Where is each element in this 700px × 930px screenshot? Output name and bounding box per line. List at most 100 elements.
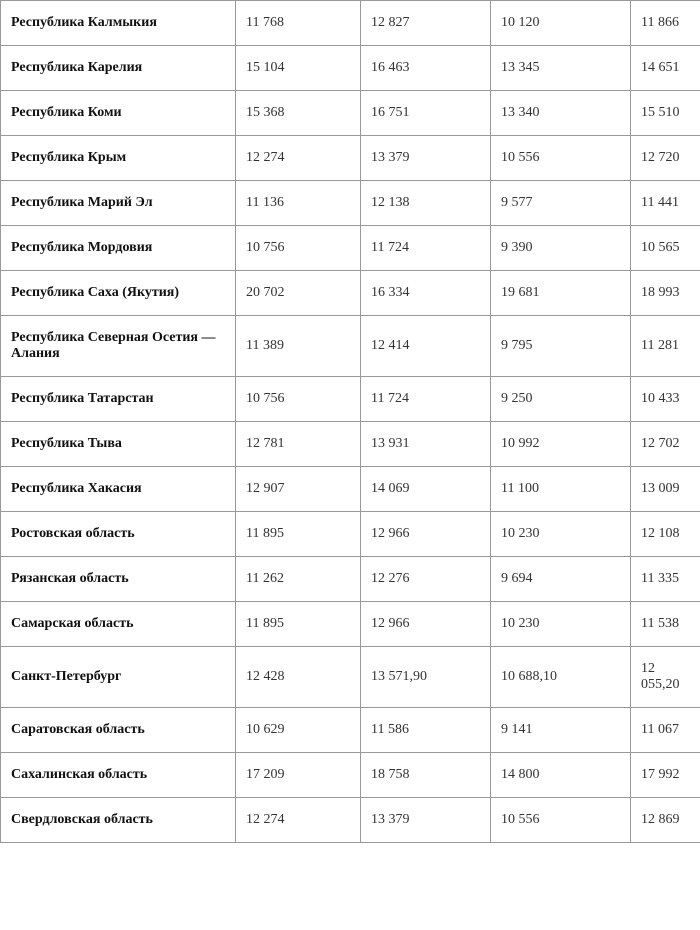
region-cell: Республика Мордовия (1, 226, 236, 271)
region-cell: Республика Марий Эл (1, 181, 236, 226)
value-cell-2: 11 586 (361, 708, 491, 753)
value-cell-3: 10 120 (491, 1, 631, 46)
value-cell-1: 17 209 (236, 753, 361, 798)
value-cell-2: 13 571,90 (361, 647, 491, 708)
region-cell: Самарская область (1, 602, 236, 647)
value-cell-4: 12 055,20 (631, 647, 700, 708)
region-cell: Республика Саха (Якутия) (1, 271, 236, 316)
table-row: Республика Саха (Якутия)20 70216 33419 6… (1, 271, 700, 316)
region-cell: Республика Коми (1, 91, 236, 136)
table-row: Санкт-Петербург12 42813 571,9010 688,101… (1, 647, 700, 708)
value-cell-1: 12 274 (236, 798, 361, 843)
value-cell-4: 12 869 (631, 798, 700, 843)
value-cell-4: 12 702 (631, 422, 700, 467)
table-row: Ростовская область11 89512 96610 23012 1… (1, 512, 700, 557)
value-cell-1: 10 756 (236, 377, 361, 422)
value-cell-3: 9 694 (491, 557, 631, 602)
table-row: Республика Тыва12 78113 93110 99212 702 (1, 422, 700, 467)
table-row: Сахалинская область17 20918 75814 80017 … (1, 753, 700, 798)
table-row: Республика Коми15 36816 75113 34015 510 (1, 91, 700, 136)
value-cell-1: 15 368 (236, 91, 361, 136)
region-cell: Саратовская область (1, 708, 236, 753)
value-cell-3: 9 795 (491, 316, 631, 377)
value-cell-1: 11 136 (236, 181, 361, 226)
value-cell-3: 19 681 (491, 271, 631, 316)
value-cell-1: 12 781 (236, 422, 361, 467)
value-cell-3: 9 250 (491, 377, 631, 422)
value-cell-4: 17 992 (631, 753, 700, 798)
value-cell-1: 20 702 (236, 271, 361, 316)
value-cell-4: 10 565 (631, 226, 700, 271)
value-cell-4: 11 538 (631, 602, 700, 647)
value-cell-2: 12 414 (361, 316, 491, 377)
value-cell-4: 11 441 (631, 181, 700, 226)
table-row: Республика Мордовия10 75611 7249 39010 5… (1, 226, 700, 271)
region-cell: Республика Хакасия (1, 467, 236, 512)
region-cell: Республика Северная Осетия — Алания (1, 316, 236, 377)
table-row: Республика Калмыкия11 76812 82710 12011 … (1, 1, 700, 46)
region-cell: Санкт-Петербург (1, 647, 236, 708)
value-cell-1: 10 756 (236, 226, 361, 271)
value-cell-4: 11 067 (631, 708, 700, 753)
table-container: Республика Калмыкия11 76812 82710 12011 … (0, 0, 700, 843)
value-cell-2: 11 724 (361, 377, 491, 422)
value-cell-4: 11 866 (631, 1, 700, 46)
region-cell: Ростовская область (1, 512, 236, 557)
value-cell-4: 11 335 (631, 557, 700, 602)
value-cell-3: 9 577 (491, 181, 631, 226)
value-cell-3: 11 100 (491, 467, 631, 512)
table-row: Республика Хакасия12 90714 06911 10013 0… (1, 467, 700, 512)
value-cell-3: 10 556 (491, 798, 631, 843)
value-cell-2: 16 463 (361, 46, 491, 91)
table-row: Республика Крым12 27413 37910 55612 720 (1, 136, 700, 181)
data-table: Республика Калмыкия11 76812 82710 12011 … (0, 0, 700, 843)
table-row: Республика Татарстан10 75611 7249 25010 … (1, 377, 700, 422)
table-row: Свердловская область12 27413 37910 55612… (1, 798, 700, 843)
value-cell-2: 12 966 (361, 512, 491, 557)
value-cell-1: 10 629 (236, 708, 361, 753)
value-cell-3: 10 230 (491, 602, 631, 647)
region-cell: Республика Калмыкия (1, 1, 236, 46)
region-cell: Рязанская область (1, 557, 236, 602)
value-cell-2: 12 966 (361, 602, 491, 647)
value-cell-2: 16 751 (361, 91, 491, 136)
region-cell: Сахалинская область (1, 753, 236, 798)
value-cell-3: 13 340 (491, 91, 631, 136)
value-cell-2: 12 827 (361, 1, 491, 46)
table-row: Рязанская область11 26212 2769 69411 335 (1, 557, 700, 602)
table-row: Республика Карелия15 10416 46313 34514 6… (1, 46, 700, 91)
value-cell-3: 13 345 (491, 46, 631, 91)
value-cell-1: 11 895 (236, 512, 361, 557)
value-cell-4: 14 651 (631, 46, 700, 91)
table-row: Республика Северная Осетия — Алания11 38… (1, 316, 700, 377)
value-cell-2: 13 931 (361, 422, 491, 467)
table-body: Республика Калмыкия11 76812 82710 12011 … (1, 1, 700, 843)
region-cell: Республика Тыва (1, 422, 236, 467)
region-cell: Республика Татарстан (1, 377, 236, 422)
value-cell-1: 11 895 (236, 602, 361, 647)
value-cell-4: 18 993 (631, 271, 700, 316)
value-cell-4: 12 108 (631, 512, 700, 557)
value-cell-4: 13 009 (631, 467, 700, 512)
value-cell-4: 15 510 (631, 91, 700, 136)
value-cell-3: 10 992 (491, 422, 631, 467)
table-row: Самарская область11 89512 96610 23011 53… (1, 602, 700, 647)
value-cell-4: 10 433 (631, 377, 700, 422)
value-cell-3: 14 800 (491, 753, 631, 798)
region-cell: Республика Карелия (1, 46, 236, 91)
table-row: Саратовская область10 62911 5869 14111 0… (1, 708, 700, 753)
table-row: Республика Марий Эл11 13612 1389 57711 4… (1, 181, 700, 226)
value-cell-3: 10 556 (491, 136, 631, 181)
value-cell-3: 9 390 (491, 226, 631, 271)
value-cell-1: 12 907 (236, 467, 361, 512)
value-cell-2: 12 276 (361, 557, 491, 602)
value-cell-2: 16 334 (361, 271, 491, 316)
value-cell-4: 11 281 (631, 316, 700, 377)
value-cell-2: 13 379 (361, 798, 491, 843)
value-cell-1: 15 104 (236, 46, 361, 91)
value-cell-3: 10 688,10 (491, 647, 631, 708)
value-cell-1: 11 768 (236, 1, 361, 46)
region-cell: Республика Крым (1, 136, 236, 181)
region-cell: Свердловская область (1, 798, 236, 843)
value-cell-2: 13 379 (361, 136, 491, 181)
